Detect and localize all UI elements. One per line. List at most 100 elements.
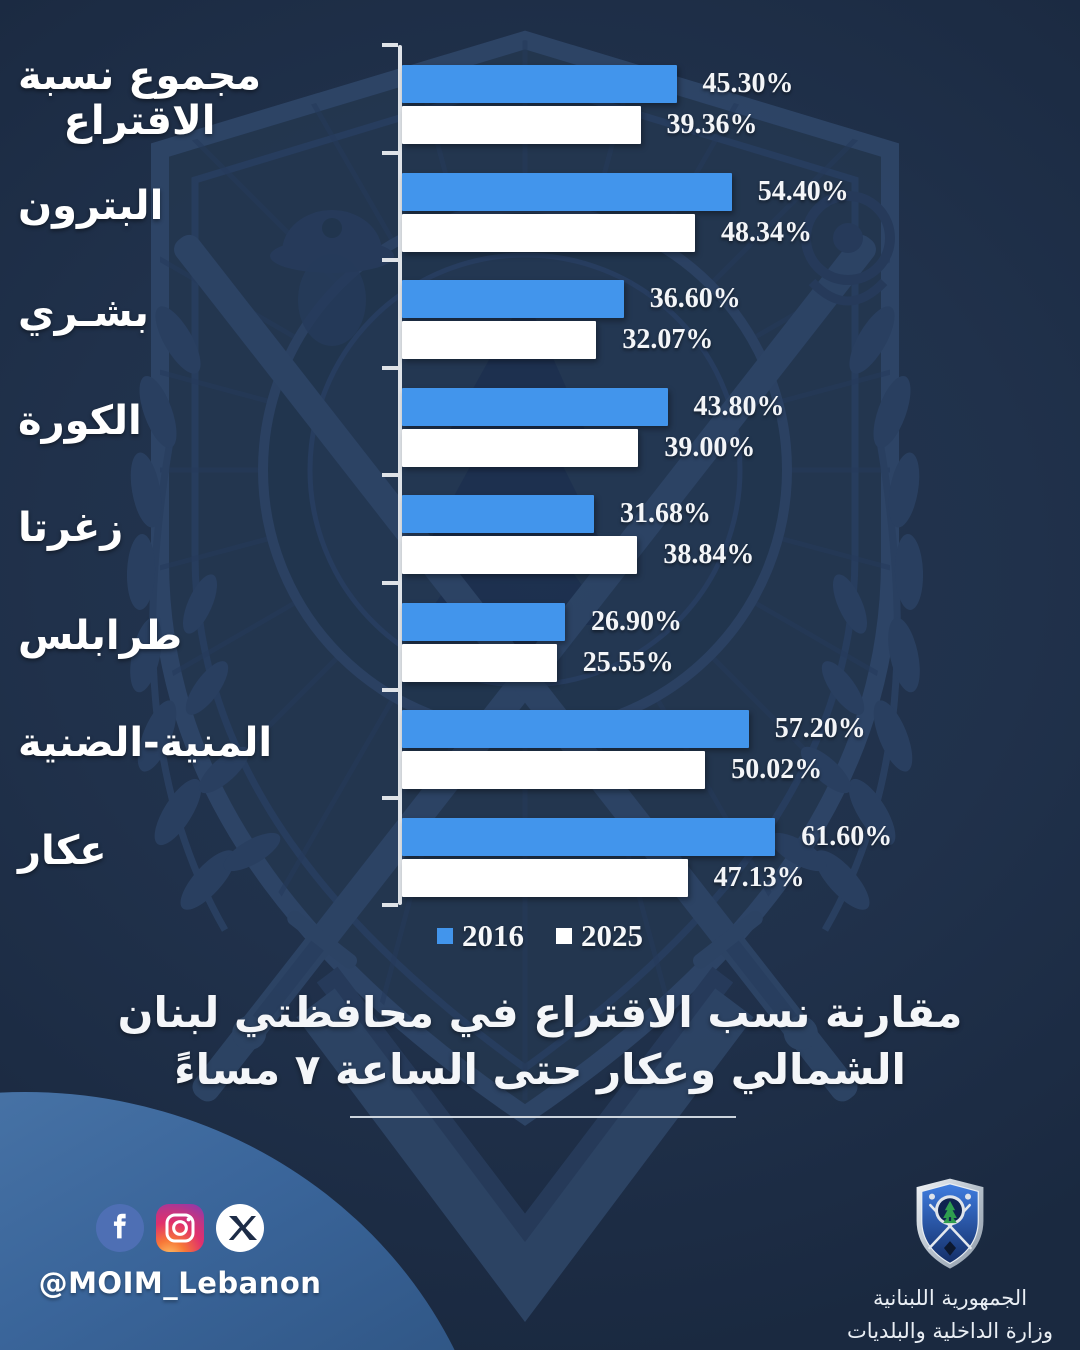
- bar-2016: [402, 65, 677, 104]
- bar-value-label: 57.20%: [774, 713, 866, 745]
- category-label: مجموع نسبة الاقتراع: [18, 52, 262, 144]
- bar-2025: [402, 858, 688, 897]
- bar-2016: [402, 280, 624, 319]
- bar-2016: [402, 387, 668, 426]
- laurel-wreath-right: [769, 306, 924, 932]
- bar-line-2025: 47.13%: [402, 858, 1062, 897]
- chart-row: 45.30% 39.36%: [402, 45, 1062, 153]
- bar-value-label: 39.00%: [664, 431, 756, 463]
- legend-swatch-2016: [437, 928, 453, 944]
- bar-line-2025: 48.34%: [402, 213, 1062, 252]
- bar-line-2016: 57.20%: [402, 710, 1062, 749]
- bar-line-2016: 31.68%: [402, 495, 1062, 534]
- bar-value-label: 43.80%: [693, 390, 785, 422]
- bar-value-label: 39.36%: [666, 109, 758, 141]
- bar-2025: [402, 536, 638, 575]
- bar-2025: [402, 321, 597, 360]
- bar-line-2025: 25.55%: [402, 643, 1062, 682]
- ministry-name: الجمهورية اللبنانية وزارة الداخلية والبل…: [847, 1282, 1053, 1347]
- bar-value-label: 36.60%: [649, 283, 741, 315]
- axis-tick: [382, 473, 398, 477]
- legend-item-2025: 2025: [556, 918, 643, 954]
- chart-row: 36.60% 32.07%: [402, 260, 1062, 368]
- bar-line-2016: 36.60%: [402, 280, 1062, 319]
- chart-row: 57.20% 50.02%: [402, 690, 1062, 798]
- category-label: الكورة: [18, 397, 142, 444]
- bar-value-label: 45.30%: [702, 68, 794, 100]
- bar-2016: [402, 172, 732, 211]
- chart-row: 43.80% 39.00%: [402, 368, 1062, 476]
- bar-2025: [402, 751, 706, 790]
- bar-line-2016: 61.60%: [402, 817, 1062, 856]
- category-label: بشـري: [18, 290, 149, 337]
- laurel-wreath-left: [126, 306, 281, 932]
- x-icon[interactable]: [216, 1204, 264, 1252]
- axis-tick: [382, 580, 398, 585]
- chart-legend: 2016 2025: [0, 918, 1080, 954]
- ministry-name-line1: الجمهورية اللبنانية: [872, 1286, 1028, 1310]
- bar-line-2016: 43.80%: [402, 387, 1062, 426]
- officer-cap-watermark: [270, 210, 394, 346]
- category-label: عكار: [18, 827, 107, 874]
- axis-tick: [382, 150, 398, 155]
- bar-line-2016: 45.30%: [402, 65, 1062, 104]
- chart-title-line1: مقارنة نسب الاقتراع في محافظتي لبنان: [117, 988, 963, 1037]
- category-label: البترون: [18, 182, 164, 229]
- bar-line-2025: 38.84%: [402, 536, 1062, 575]
- bar-line-2025: 39.36%: [402, 106, 1062, 145]
- axis-tick: [382, 43, 398, 47]
- bar-2016: [402, 710, 749, 749]
- chart-row: 31.68% 38.84%: [402, 475, 1062, 583]
- bar-value-label: 32.07%: [622, 324, 714, 356]
- ministry-name-line2: وزارة الداخلية والبلديات: [847, 1318, 1053, 1343]
- bar-value-label: 26.90%: [591, 605, 682, 637]
- bar-2025: [402, 213, 695, 252]
- instagram-icon[interactable]: [156, 1204, 204, 1252]
- bar-value-label: 47.13%: [713, 861, 805, 893]
- category-label: المنية-الضنية: [18, 720, 273, 767]
- category-labels: مجموع نسبة الاقتراع البترون بشـري الكورة زغر…: [18, 45, 382, 905]
- category-label: طرابلس: [18, 612, 183, 659]
- chart-row: 54.40% 48.34%: [402, 153, 1062, 261]
- axis-tick: [382, 365, 398, 370]
- chart-row: 26.90% 25.55%: [402, 583, 1062, 691]
- bar-value-label: 25.55%: [582, 646, 674, 678]
- chart-title: مقارنة نسب الاقتراع في محافظتي لبنان الش…: [0, 984, 1080, 1098]
- axis-tick: [382, 688, 398, 692]
- ministry-block: الجمهورية اللبنانية وزارة الداخلية والبل…: [845, 1176, 1055, 1347]
- axis-tick: [382, 903, 398, 907]
- bar-line-2025: 32.07%: [402, 321, 1062, 360]
- legend-swatch-2025: [556, 928, 572, 944]
- bar-value-label: 61.60%: [801, 820, 893, 852]
- chevron-watermark: [296, 966, 754, 1322]
- title-underline: [350, 1116, 736, 1118]
- bar-2025: [402, 428, 639, 467]
- facebook-icon[interactable]: [96, 1204, 144, 1252]
- ministry-logo-icon: [916, 1178, 984, 1269]
- bar-value-label: 31.68%: [620, 498, 711, 530]
- social-block: @MOIM_Lebanon: [39, 1204, 321, 1300]
- axis-tick: [382, 258, 398, 262]
- bar-value-label: 48.34%: [721, 216, 812, 248]
- social-handle: @MOIM_Lebanon: [38, 1266, 322, 1300]
- bar-line-2025: 39.00%: [402, 428, 1062, 467]
- bar-2016: [402, 495, 594, 534]
- bar-value-label: 38.84%: [663, 539, 755, 571]
- social-icons: [96, 1204, 264, 1252]
- legend-item-2016: 2016: [437, 918, 524, 954]
- crest-watermark: [801, 191, 895, 306]
- bar-value-label: 50.02%: [731, 754, 823, 786]
- legend-label: 2016: [462, 918, 524, 953]
- bar-line-2016: 54.40%: [402, 172, 1062, 211]
- legend-label: 2025: [581, 918, 643, 953]
- bar-2025: [402, 106, 641, 145]
- chart-row: 61.60% 47.13%: [402, 798, 1062, 906]
- bar-2025: [402, 643, 557, 682]
- bar-line-2016: 26.90%: [402, 602, 1062, 641]
- turnout-bar-chart: مجموع نسبة الاقتراع البترون بشـري الكورة زغر…: [0, 43, 1080, 907]
- axis-tick: [382, 795, 398, 800]
- bar-2016: [402, 602, 565, 641]
- axis-line: [382, 43, 402, 907]
- bar-line-2025: 50.02%: [402, 751, 1062, 790]
